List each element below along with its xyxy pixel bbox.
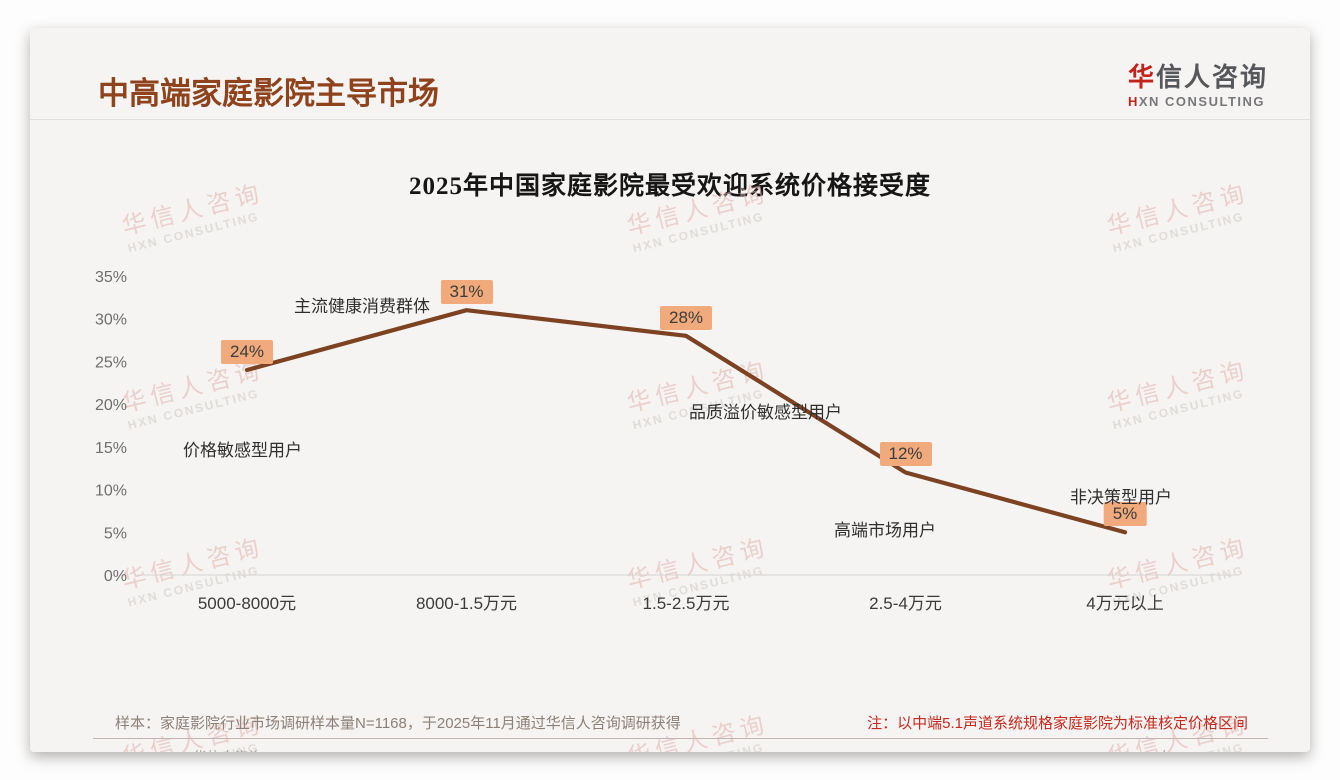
- y-tick-label: 35%: [95, 269, 127, 286]
- y-tick-label: 20%: [95, 397, 127, 414]
- data-point-label: 5%: [1103, 502, 1147, 527]
- segment-annotation: 高端市场用户: [834, 521, 936, 540]
- segment-annotation: 价格敏感型用户: [183, 441, 302, 460]
- x-tick-label: 5000-8000元: [198, 594, 296, 613]
- data-point-label: 28%: [659, 305, 713, 330]
- pricing-note: 注：以中端5.1声道系统规格家庭影院为标准核定价格区间: [867, 715, 1248, 732]
- y-tick-label: 10%: [95, 483, 127, 500]
- y-tick-label: 0%: [104, 568, 127, 585]
- slide-card: 中高端家庭影院主导市场 华信人咨询 HXN CONSULTING 2025年中国…: [30, 28, 1310, 752]
- line-chart: 0% 5% 10% 15% 20% 25% 30% 35% 5000-8000元 8000-1.5…: [95, 269, 1235, 613]
- data-point-label: 12%: [879, 442, 932, 467]
- segment-annotation: 品质溢价敏感型用户: [689, 403, 842, 422]
- data-line: [244, 308, 1128, 535]
- sample-note: 样本：家庭影院行业市场调研样本量N=1168，于2025年11月通过华信人咨询调…: [115, 715, 681, 732]
- page-title: 中高端家庭影院主导市场: [98, 76, 439, 111]
- y-tick-label: 25%: [95, 354, 127, 371]
- copyright-text: ©2026.1 HXR华信人咨询: [106, 747, 263, 752]
- logo-chinese: 华信人咨询: [1127, 62, 1268, 92]
- y-tick-label: 30%: [95, 312, 127, 329]
- chart-title: 2025年中国家庭影院最受欢迎系统价格接受度: [408, 173, 931, 200]
- x-tick-label: 8000-1.5万元: [416, 594, 517, 613]
- data-point-label: 24%: [220, 339, 274, 364]
- data-point-label: 31%: [440, 280, 493, 305]
- segment-annotation: 非决策型用户: [1070, 488, 1172, 507]
- header: 中高端家庭影院主导市场 华信人咨询 HXN CONSULTING: [30, 28, 1310, 120]
- website-url: www.hxrcon.com: [1129, 747, 1235, 752]
- x-tick-label: 2.5-4万元: [869, 594, 942, 613]
- footer-divider: [93, 738, 1268, 739]
- segment-annotation: 主流健康消费群体: [294, 297, 430, 316]
- logo-english: HXN CONSULTING: [1127, 94, 1266, 109]
- x-tick-label: 1.5-2.5万元: [643, 594, 730, 613]
- y-tick-label: 5%: [104, 525, 127, 542]
- x-tick-label: 4万元以上: [1086, 594, 1163, 613]
- y-tick-label: 15%: [95, 440, 127, 457]
- company-logo: 华信人咨询 HXN CONSULTING: [1128, 64, 1268, 108]
